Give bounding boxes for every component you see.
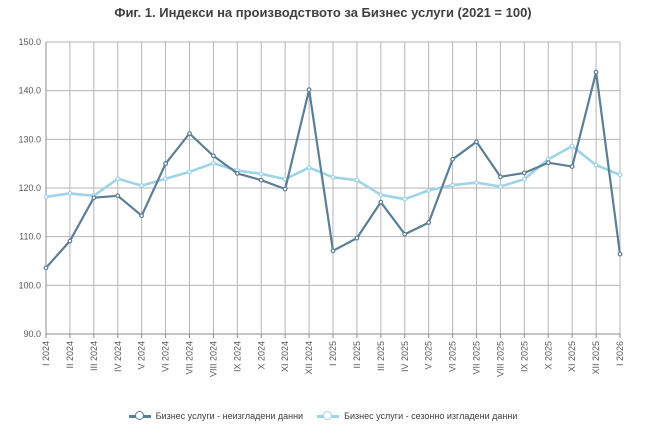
legend-label-seasonally-adjusted: Бизнес услуги - сезонно изгладени данни [344, 411, 518, 421]
data-point-0 [426, 220, 432, 225]
data-point-0 [378, 199, 384, 205]
x-tick-label: VI 2024 [161, 341, 171, 372]
x-tick-label: I 2026 [615, 341, 625, 366]
data-point-0 [43, 265, 49, 271]
data-point-0 [617, 251, 623, 257]
x-tick-label: XII 2024 [304, 341, 314, 375]
y-tick-label: 110.0 [19, 232, 41, 242]
x-tick-label: VII 2024 [185, 341, 195, 375]
legend-item-unadjusted: Бизнес услуги - неизгладени данни [128, 411, 304, 421]
y-tick-label: 140.0 [18, 86, 41, 96]
data-point-0 [234, 170, 240, 176]
legend-swatch-unadjusted [128, 411, 151, 421]
data-point-1 [521, 176, 527, 182]
data-point-0 [258, 177, 264, 183]
chart-title: Фиг. 1. Индекси на производството за Биз… [114, 5, 532, 20]
data-point-1 [498, 184, 503, 189]
data-point-0 [521, 170, 527, 176]
data-point-1 [426, 188, 432, 193]
x-tick-label: II 2025 [352, 341, 362, 369]
y-tick-label: 150.0 [18, 37, 41, 47]
data-point-1 [474, 180, 479, 186]
legend: Бизнес услуги - неизгладени данни Бизнес… [0, 411, 646, 421]
data-point-1 [306, 165, 312, 170]
x-tick-label: I 2024 [41, 341, 51, 366]
x-tick-label: IV 2025 [400, 341, 410, 372]
data-point-1 [163, 176, 168, 182]
legend-label-unadjusted: Бизнес услуги - неизгладени данни [155, 411, 304, 421]
axes [45, 42, 621, 338]
data-point-0 [139, 213, 145, 219]
x-tick-label: VIII 2025 [495, 341, 505, 377]
data-point-0 [163, 161, 168, 167]
x-tick-label: XI 2024 [280, 341, 290, 372]
series-lines [43, 69, 623, 271]
data-point-0 [545, 160, 551, 166]
data-point-1 [67, 190, 73, 196]
data-point-0 [282, 186, 288, 192]
y-axis-tick-labels: 90.0 100.0 110.0 120.0 130.0 140.0 150.0 [18, 37, 41, 339]
data-point-0 [474, 139, 479, 145]
data-point-1 [354, 177, 360, 183]
x-tick-label: VIII 2024 [208, 341, 218, 377]
data-point-0 [569, 164, 575, 169]
x-tick-label: II 2024 [65, 341, 75, 369]
data-point-1 [617, 172, 623, 178]
data-point-1 [378, 192, 384, 198]
data-point-1 [258, 171, 264, 177]
y-tick-label: 100.0 [18, 280, 41, 290]
data-point-0 [211, 153, 216, 159]
data-point-0 [498, 174, 503, 180]
data-point-1 [187, 169, 192, 175]
data-point-1 [43, 194, 49, 200]
x-tick-label: IV 2024 [113, 341, 123, 372]
legend-item-seasonally-adjusted: Бизнес услуги - сезонно изгладени данни [317, 411, 517, 421]
x-tick-label: VI 2025 [448, 341, 458, 372]
x-tick-label: IX 2024 [232, 341, 242, 372]
data-point-0 [306, 87, 312, 93]
data-point-1 [139, 183, 145, 188]
data-point-1 [330, 174, 336, 180]
gridlines [45, 41, 621, 335]
data-point-1 [569, 143, 575, 149]
x-tick-label: V 2024 [137, 341, 147, 370]
data-point-1 [115, 176, 121, 182]
legend-swatch-seasonally-adjusted [317, 411, 340, 421]
data-point-0 [67, 238, 73, 244]
x-tick-label: III 2025 [376, 341, 386, 371]
y-tick-label: 130.0 [18, 134, 41, 144]
data-point-0 [354, 235, 360, 241]
data-point-0 [187, 131, 192, 136]
x-axis-tick-labels: I 2024 II 2024 III 2024 IV 2024 V 2024 VI 202… [41, 341, 625, 377]
data-point-0 [91, 195, 97, 201]
x-tick-label: X 2025 [543, 341, 553, 370]
data-point-0 [402, 231, 408, 237]
x-tick-label: VII 2025 [472, 341, 482, 375]
x-tick-label: X 2024 [256, 341, 266, 370]
data-point-1 [593, 162, 599, 168]
x-tick-label: III 2024 [89, 341, 99, 371]
data-point-1 [211, 160, 216, 166]
x-tick-label: IX 2025 [519, 341, 529, 372]
x-tick-label: XII 2025 [591, 341, 601, 375]
y-tick-label: 120.0 [18, 183, 41, 193]
data-point-1 [402, 196, 408, 202]
data-point-0 [115, 193, 121, 199]
data-point-0 [330, 248, 336, 254]
x-tick-label: I 2025 [328, 341, 338, 366]
y-tick-label: 90.0 [23, 329, 41, 339]
x-tick-label: V 2025 [424, 341, 434, 370]
data-point-0 [593, 69, 599, 75]
x-tick-label: XI 2025 [567, 341, 577, 372]
data-point-0 [450, 156, 455, 162]
data-point-1 [450, 182, 455, 188]
